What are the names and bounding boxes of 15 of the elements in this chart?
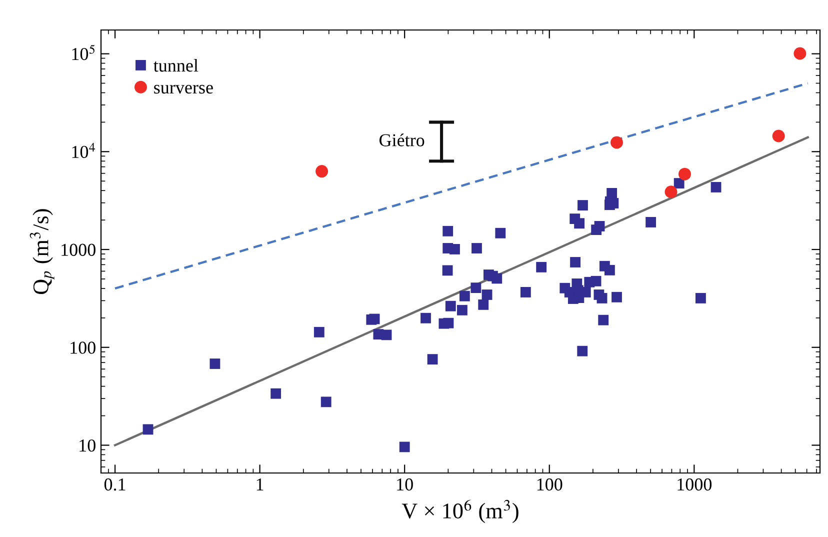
x-tick-label: 1 bbox=[256, 478, 264, 490]
y-tick-label: 100 bbox=[70, 342, 96, 354]
x-tick-label: 10 bbox=[397, 478, 413, 491]
x-tick-label: 1000 bbox=[678, 478, 712, 491]
y-tick-label: 10 bbox=[80, 439, 96, 452]
y-tick-label: 1000 bbox=[62, 244, 96, 256]
y-axis-title: Q$_{p}$ (m$^{3}$/s) bbox=[30, 209, 54, 294]
legend-label: tunnel bbox=[154, 59, 198, 72]
legend-label: surverse bbox=[154, 84, 213, 94]
x-tick-label: 0.1 bbox=[104, 478, 126, 491]
x-axis-title: V × 10$^{6}$ (m$^{3}$) bbox=[402, 500, 518, 524]
annotation: Giétro bbox=[380, 134, 424, 146]
y-tick-label: 10$^{4}$ bbox=[72, 142, 95, 158]
y-tick-label: 10$^{5}$ bbox=[72, 44, 95, 60]
x-tick-label: 100 bbox=[537, 478, 562, 491]
